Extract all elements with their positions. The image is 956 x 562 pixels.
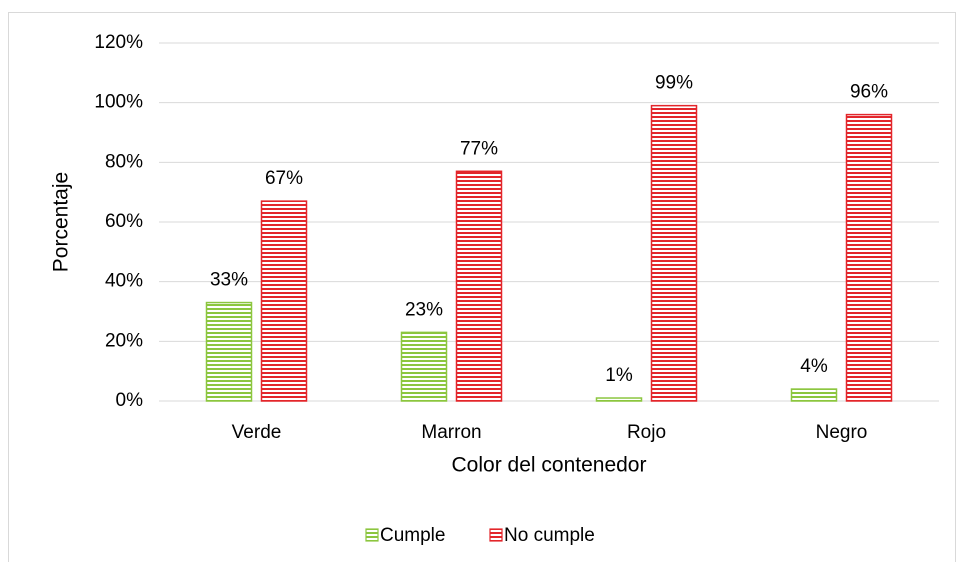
y-tick-label: 40% [105,271,143,292]
value-label: 1% [605,365,633,386]
value-label: 96% [850,82,888,103]
value-label: 77% [460,138,498,159]
bar [790,388,838,402]
x-tick-label: Rojo [627,422,666,443]
bar [455,170,503,402]
value-label: 67% [265,168,303,189]
legend-swatch [489,528,503,542]
y-tick-label: 20% [105,330,143,351]
legend-label: Cumple [380,525,445,546]
value-label: 4% [800,356,828,377]
x-axis-title: Color del contenedor [452,454,647,477]
bar [205,301,253,402]
bar [595,397,643,402]
value-label: 99% [655,73,693,94]
bar [650,104,698,402]
x-tick-label: Negro [816,422,868,443]
legend-swatch [365,528,379,542]
bar [400,331,448,402]
bar [845,113,893,402]
value-label: 33% [210,270,248,291]
legend-label: No cumple [504,525,595,546]
y-tick-label: 120% [94,32,143,53]
x-tick-label: Marron [421,422,481,443]
y-tick-label: 60% [105,211,143,232]
y-tick-label: 80% [105,151,143,172]
x-tick-label: Verde [232,422,282,443]
y-tick-label: 100% [94,92,143,113]
value-label: 23% [405,299,443,320]
y-tick-label: 0% [116,390,144,411]
bar [260,200,308,402]
y-axis-title: Porcentaje [50,172,73,272]
